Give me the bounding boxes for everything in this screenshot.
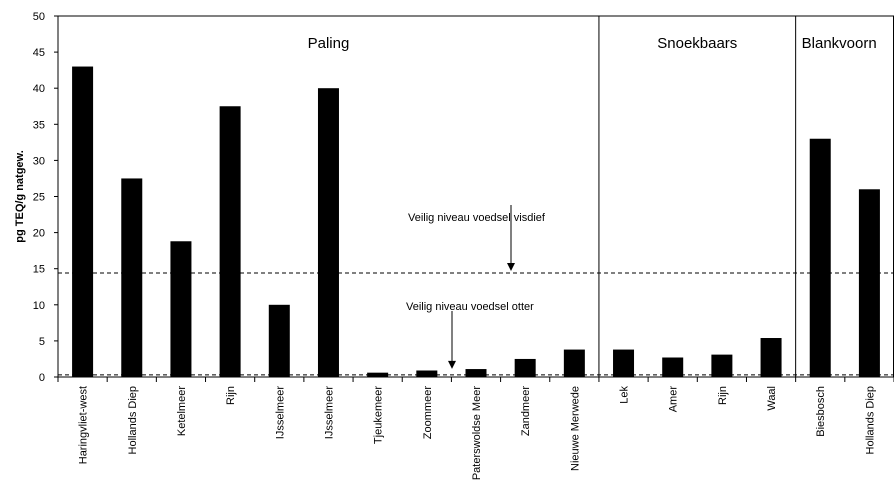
x-tick-label: Haringvliet-west	[78, 386, 90, 464]
x-tick-label: Ketelmeer	[176, 386, 188, 436]
bar-2	[170, 241, 192, 377]
bar-6	[367, 372, 389, 377]
x-tick-label: Amer	[668, 386, 680, 413]
annotation-label-0: Veilig niveau voedsel visdief	[408, 212, 546, 224]
bar-11	[613, 349, 635, 377]
group-label-snoekbaars: Snoekbaars	[657, 35, 737, 52]
bar-7	[416, 370, 438, 377]
x-tick-label: Lek	[619, 386, 631, 404]
x-tick-label: Tjeukemeer	[373, 386, 385, 444]
x-tick-label: Hollands Diep	[127, 386, 139, 454]
bar-4	[268, 304, 290, 377]
x-tick-label: Nieuwe Merwede	[569, 386, 581, 471]
bar-8	[465, 369, 487, 377]
y-tick-label: 10	[33, 300, 45, 312]
x-tick-label: Paterswoldse Meer	[471, 386, 483, 480]
bar-5	[317, 88, 339, 377]
x-tick-label: Zoommeer	[422, 386, 434, 440]
y-tick-label: 5	[39, 336, 45, 348]
x-tick-label: Biesbosch	[815, 386, 827, 437]
y-tick-label: 0	[39, 372, 45, 384]
x-tick-label: IJsselmeer	[274, 386, 286, 440]
x-tick-label: IJsselmeer	[323, 386, 335, 440]
y-tick-label: 40	[33, 83, 45, 95]
x-tick-label: Waal	[766, 386, 778, 411]
bar-13	[711, 354, 733, 377]
y-tick-label: 45	[33, 47, 45, 59]
y-tick-label: 25	[33, 192, 45, 204]
bar-12	[662, 357, 684, 377]
group-label-blankvoorn: Blankvoorn	[802, 35, 877, 52]
x-tick-label: Rijn	[717, 386, 729, 405]
y-tick-label: 15	[33, 264, 45, 276]
y-tick-label: 35	[33, 119, 45, 131]
annotation-arrow-head-1	[448, 360, 456, 369]
bar-3	[219, 106, 241, 377]
bar-0	[72, 66, 94, 377]
y-tick-label: 50	[33, 11, 45, 23]
x-tick-label: Hollands Diep	[864, 386, 876, 454]
group-label-paling: Paling	[308, 35, 350, 52]
bar-15	[809, 138, 831, 377]
bar-10	[563, 349, 585, 377]
x-tick-label: Rijn	[225, 386, 237, 405]
bar-14	[760, 338, 782, 377]
bar-9	[514, 358, 536, 377]
x-tick-label: Zandmeer	[520, 386, 532, 436]
bar-1	[121, 178, 143, 377]
y-tick-label: 30	[33, 155, 45, 167]
y-tick-label: 20	[33, 228, 45, 240]
plot-area: 0 5 10 15 20 25 30 35 40 45 50 pg TEQ/g natgew. Hari…	[14, 11, 894, 480]
annotation-label-1: Veilig niveau voedsel otter	[406, 301, 534, 313]
annotation-arrow-head-0	[507, 263, 515, 272]
bar-16	[858, 189, 880, 377]
y-axis-label: pg TEQ/g natgew.	[14, 150, 26, 242]
